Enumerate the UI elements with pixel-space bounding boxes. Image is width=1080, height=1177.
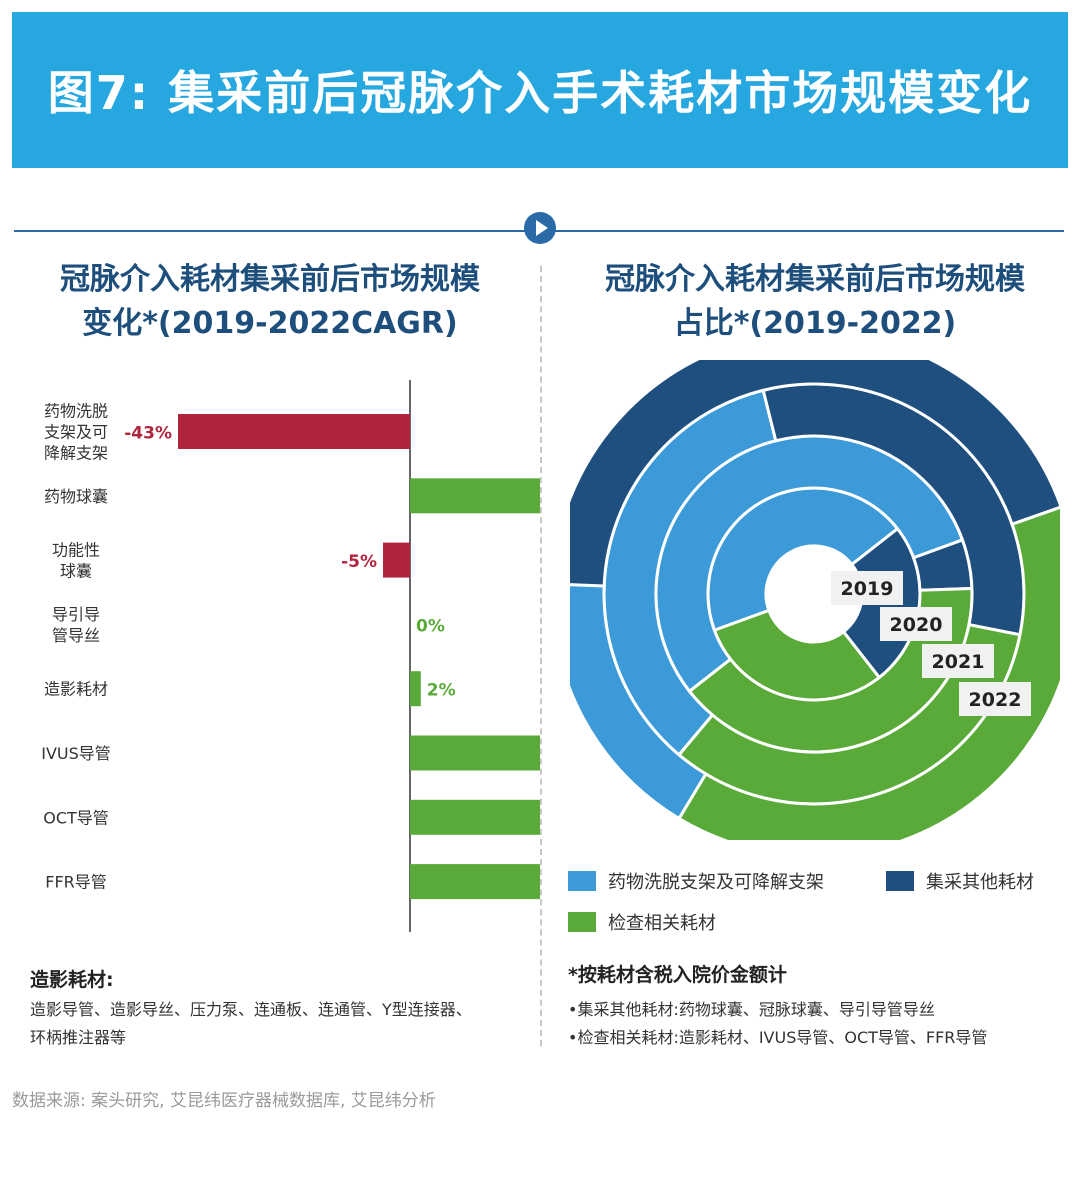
year-label: 2021 bbox=[932, 651, 985, 673]
legend-swatch bbox=[886, 871, 914, 891]
bar bbox=[410, 864, 540, 900]
category-label: 药物洗脱 bbox=[44, 402, 108, 421]
year-tag bbox=[831, 571, 903, 605]
category-label: 导引导 bbox=[52, 605, 100, 624]
source-note: 数据来源: 案头研究, 艾昆纬医疗器械数据库, 艾昆纬分析 bbox=[12, 1091, 436, 1111]
bar bbox=[178, 414, 410, 449]
category-label: IVUS导管 bbox=[41, 744, 111, 763]
bar-value-label: 2% bbox=[427, 681, 456, 701]
legend-other: 集采其他耗材 bbox=[886, 868, 1034, 894]
right-note-line: •集采其他耗材:药物球囊、冠脉球囊、导引导管导丝 bbox=[568, 1000, 935, 1019]
category-label: 支架及可 bbox=[44, 423, 108, 442]
legend-exam: 检查相关耗材 bbox=[568, 909, 716, 935]
left-note-line: 环柄推注器等 bbox=[30, 1028, 127, 1047]
bar-value-label: 0% bbox=[416, 616, 445, 636]
year-tag bbox=[922, 644, 994, 678]
legend-stent: 药物洗脱支架及可降解支架 bbox=[568, 868, 824, 894]
year-label: 2022 bbox=[969, 689, 1022, 711]
play-icon bbox=[524, 212, 556, 244]
category-label: 降解支架 bbox=[44, 444, 108, 463]
title-banner: 图7: 集采前后冠脉介入手术耗材市场规模变化 bbox=[12, 12, 1068, 168]
bar bbox=[410, 735, 540, 771]
left-chart-title: 冠脉介入耗材集采前后市场规模 变化*(2019-2022CAGR) bbox=[60, 262, 480, 341]
category-label: 药物球囊 bbox=[44, 487, 108, 506]
bar bbox=[410, 671, 421, 707]
right-chart-title: 冠脉介入耗材集采前后市场规模 占比*(2019-2022) bbox=[605, 262, 1025, 341]
left-note-line: 造影导管、造影导丝、压力泵、连通板、连通管、Y型连接器、 bbox=[30, 1000, 472, 1019]
donut-segment bbox=[570, 583, 708, 821]
bar-value-label: -5% bbox=[341, 552, 377, 572]
year-label: 2019 bbox=[841, 578, 894, 600]
bar bbox=[410, 799, 540, 835]
page-title: 图7: 集采前后冠脉介入手术耗材市场规模变化 bbox=[47, 66, 1033, 120]
panel-separator bbox=[540, 266, 542, 1046]
category-label: 功能性 bbox=[52, 541, 100, 560]
bar-value-label: -43% bbox=[124, 424, 172, 444]
category-label: 造影耗材 bbox=[44, 680, 108, 699]
legend-swatch bbox=[568, 912, 596, 932]
cagr-bar-chart: -43%药物洗脱支架及可降解支架39%药物球囊-5%功能性球囊0%导引导管导丝2… bbox=[41, 380, 540, 932]
right-note-line: •检查相关耗材:造影耗材、IVUS导管、OCT导管、FFR导管 bbox=[568, 1028, 988, 1047]
category-label: FFR导管 bbox=[45, 873, 107, 892]
bar bbox=[410, 478, 540, 514]
legend-swatch bbox=[568, 871, 596, 891]
category-label: 球囊 bbox=[60, 562, 92, 581]
year-tag bbox=[959, 682, 1031, 716]
category-label: OCT导管 bbox=[43, 808, 109, 827]
bar bbox=[383, 542, 410, 578]
share-donut-chart: 2019 2020 2021 2022 bbox=[570, 360, 1060, 840]
donut-segment bbox=[570, 360, 1060, 588]
left-note-title: 造影耗材: bbox=[30, 969, 114, 991]
right-note-title: *按耗材含税入院价金额计 bbox=[568, 964, 787, 986]
category-label: 管导丝 bbox=[52, 626, 100, 645]
year-label: 2020 bbox=[890, 614, 943, 636]
year-tag bbox=[880, 607, 952, 641]
